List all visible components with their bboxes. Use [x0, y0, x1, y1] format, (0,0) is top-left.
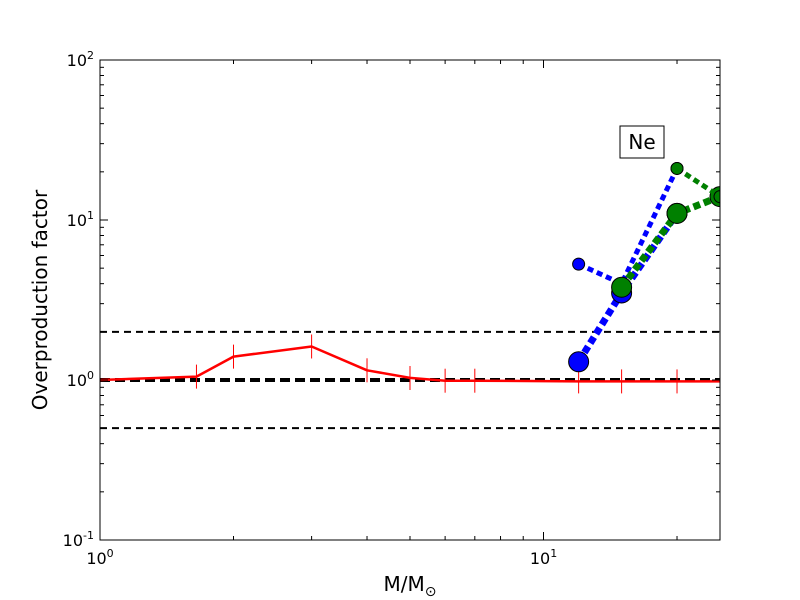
y-tick-label: 102 [67, 49, 94, 70]
series-4-line [675, 166, 720, 199]
plot-frame [99, 59, 721, 541]
y-tick-label-mantissa: 10 [63, 531, 83, 550]
series-0-line [100, 345, 720, 383]
y-tick-label-mantissa: 10 [67, 211, 87, 230]
y-tick-label-exponent: 2 [87, 49, 94, 62]
y-tick-label-mantissa: 10 [67, 51, 87, 70]
y-tick-label-exponent: 0 [87, 369, 94, 382]
y-tick-label: 101 [67, 209, 94, 230]
y-tick-label-exponent: 1 [87, 209, 94, 222]
x-axis-label-subscript: ⊙ [425, 584, 437, 600]
series-3-point-0 [611, 276, 633, 298]
x-tick-label: 101 [530, 547, 557, 568]
y-tick-label: 10-1 [63, 529, 94, 550]
x-tick-label-exponent: 0 [107, 547, 114, 560]
series-3-point-1 [666, 202, 688, 224]
annotation-text: Ne [628, 130, 655, 154]
series-2-line [577, 167, 680, 287]
x-tick-label-mantissa: 10 [530, 549, 550, 568]
y-axis-label: Overproduction factor [28, 189, 52, 410]
y-tick-label: 100 [67, 369, 94, 390]
series-4-point-0 [670, 161, 684, 175]
x-tick-label: 100 [86, 547, 113, 568]
x-axis-label-base: M/M [384, 572, 425, 596]
series-1-point-0 [568, 351, 590, 373]
series-4-point-1 [713, 190, 720, 204]
series-2-point-0 [572, 257, 586, 271]
x-axis-label: M/M⊙ [384, 572, 437, 600]
y-tick-label-exponent: -1 [83, 529, 94, 542]
x-tick-label-exponent: 1 [550, 547, 557, 560]
x-tick-label-mantissa: 10 [86, 549, 106, 568]
y-tick-label-mantissa: 10 [67, 371, 87, 390]
annotation-box [619, 125, 665, 159]
